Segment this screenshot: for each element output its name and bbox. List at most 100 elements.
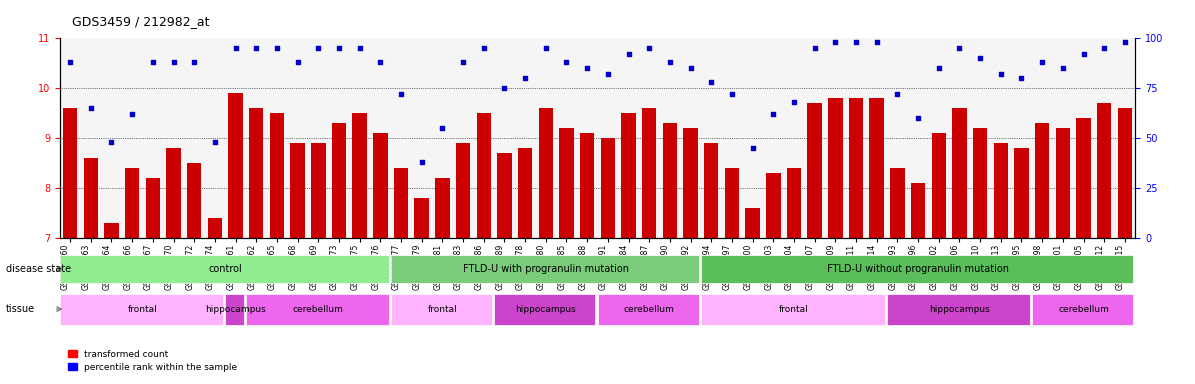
Point <box>61 59 80 65</box>
Bar <box>125 168 140 384</box>
FancyBboxPatch shape <box>391 293 492 325</box>
Point <box>206 139 225 145</box>
Legend: transformed count, percentile rank within the sample: transformed count, percentile rank withi… <box>65 346 241 376</box>
Point <box>143 59 163 65</box>
Point <box>392 91 411 98</box>
Point <box>970 55 989 61</box>
Bar <box>1055 128 1070 384</box>
Text: FTLD-U without progranulin mutation: FTLD-U without progranulin mutation <box>827 264 1009 274</box>
Point <box>619 51 638 58</box>
FancyBboxPatch shape <box>701 255 1133 283</box>
Text: hippocampus: hippocampus <box>206 305 266 314</box>
Bar <box>746 208 760 384</box>
Point <box>268 45 287 51</box>
Point <box>226 45 245 51</box>
Point <box>992 71 1011 78</box>
Bar <box>477 113 491 384</box>
FancyBboxPatch shape <box>701 293 885 325</box>
Point <box>722 91 741 98</box>
FancyBboxPatch shape <box>225 293 244 325</box>
Bar <box>973 128 987 384</box>
Bar <box>663 123 678 384</box>
Point <box>701 79 721 85</box>
Point <box>164 59 183 65</box>
Point <box>681 65 700 71</box>
FancyBboxPatch shape <box>1031 293 1133 325</box>
Bar <box>952 108 967 384</box>
Point <box>743 145 762 151</box>
Bar <box>808 103 822 384</box>
Point <box>950 45 969 51</box>
Text: disease state: disease state <box>6 264 71 274</box>
Bar <box>332 123 347 384</box>
Point <box>639 45 658 51</box>
Bar <box>601 138 615 384</box>
Point <box>370 59 390 65</box>
Bar <box>186 163 202 384</box>
Bar <box>228 93 243 384</box>
FancyBboxPatch shape <box>246 293 388 325</box>
Point <box>123 111 142 118</box>
Text: cerebellum: cerebellum <box>293 305 344 314</box>
Point <box>537 45 556 51</box>
Point <box>868 39 887 45</box>
FancyBboxPatch shape <box>60 255 388 283</box>
Point <box>1095 45 1114 51</box>
Bar <box>1097 103 1111 384</box>
Bar <box>559 128 574 384</box>
Point <box>599 71 618 78</box>
Point <box>888 91 907 98</box>
Text: cerebellum: cerebellum <box>624 305 675 314</box>
Point <box>184 59 203 65</box>
Point <box>805 45 825 51</box>
Bar <box>415 198 429 384</box>
Point <box>308 45 327 51</box>
Point <box>930 65 949 71</box>
Bar <box>684 128 698 384</box>
Bar <box>394 168 409 384</box>
Bar <box>1077 118 1091 384</box>
Bar <box>373 133 387 384</box>
Text: frontal: frontal <box>428 305 458 314</box>
Text: GDS3459 / 212982_at: GDS3459 / 212982_at <box>72 15 209 28</box>
Point <box>784 99 803 105</box>
Text: frontal: frontal <box>779 305 809 314</box>
Text: hippocampus: hippocampus <box>929 305 989 314</box>
Bar <box>146 178 160 384</box>
Point <box>826 39 845 45</box>
FancyBboxPatch shape <box>887 293 1030 325</box>
Bar <box>642 108 656 384</box>
Text: tissue: tissue <box>6 304 35 314</box>
FancyBboxPatch shape <box>598 293 699 325</box>
Bar <box>166 148 180 384</box>
Bar <box>1035 123 1049 384</box>
Bar <box>724 168 740 384</box>
Point <box>474 45 494 51</box>
Bar <box>435 178 449 384</box>
Bar <box>1117 108 1132 384</box>
Bar <box>497 153 511 384</box>
Point <box>1032 59 1052 65</box>
Point <box>453 59 472 65</box>
Bar <box>455 143 471 384</box>
Bar <box>580 133 594 384</box>
Bar <box>828 98 842 384</box>
Point <box>515 75 534 81</box>
Point <box>433 125 452 131</box>
Bar <box>517 148 532 384</box>
Bar <box>911 183 925 384</box>
Bar <box>290 143 305 384</box>
Bar <box>539 108 553 384</box>
Text: cerebellum: cerebellum <box>1058 305 1109 314</box>
Point <box>330 45 349 51</box>
Bar <box>84 158 98 384</box>
Bar <box>63 108 78 384</box>
Point <box>246 45 265 51</box>
Bar <box>993 143 1009 384</box>
Point <box>81 105 100 111</box>
Point <box>846 39 865 45</box>
Bar <box>249 108 263 384</box>
Point <box>557 59 576 65</box>
Point <box>102 139 121 145</box>
Bar <box>208 218 222 384</box>
